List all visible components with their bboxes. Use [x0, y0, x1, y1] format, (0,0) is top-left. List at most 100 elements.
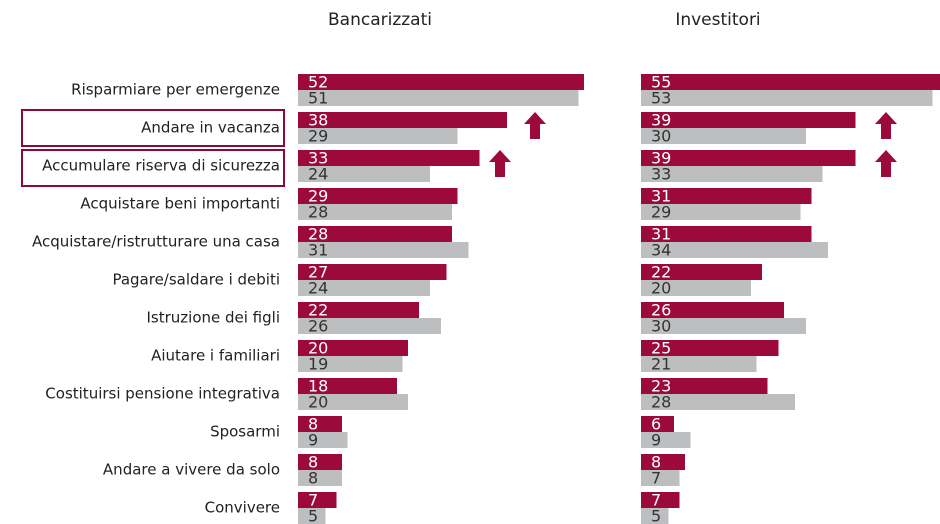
bar	[641, 74, 940, 90]
bar	[298, 188, 458, 204]
value-label: 20	[308, 393, 328, 412]
category-label: Pagare/saldare i debiti	[112, 271, 280, 289]
value-label: 34	[651, 241, 671, 260]
highlight-box	[21, 109, 285, 147]
bar	[298, 302, 419, 318]
bar	[298, 378, 397, 394]
bar	[641, 128, 806, 144]
value-label: 28	[651, 393, 671, 412]
value-label: 6	[651, 415, 661, 434]
value-label: 24	[308, 165, 328, 184]
bar	[641, 340, 779, 356]
bar	[641, 166, 823, 182]
bar	[641, 302, 784, 318]
value-label: 29	[651, 203, 671, 222]
value-label: 39	[651, 149, 671, 168]
category-label: Andare a vivere da solo	[103, 461, 280, 479]
value-label: 22	[651, 263, 671, 282]
value-label: 31	[651, 225, 671, 244]
bar	[641, 356, 757, 372]
value-label: 29	[308, 187, 328, 206]
value-label: 33	[308, 149, 328, 168]
bar	[298, 340, 408, 356]
value-label: 23	[651, 377, 671, 396]
value-label: 7	[651, 469, 661, 488]
value-label: 33	[651, 165, 671, 184]
bar	[641, 378, 768, 394]
bar	[298, 128, 458, 144]
category-label: Acquistare/ristrutturare una casa	[32, 233, 280, 251]
value-label: 19	[308, 355, 328, 374]
bar	[298, 150, 480, 166]
bar	[298, 394, 408, 410]
bar	[298, 416, 342, 432]
bar	[641, 188, 812, 204]
category-label: Costituirsi pensione integrativa	[45, 385, 280, 403]
value-label: 8	[308, 469, 318, 488]
value-label: 29	[308, 127, 328, 146]
bar	[641, 280, 751, 296]
value-label: 9	[651, 431, 661, 450]
value-label: 52	[308, 73, 328, 92]
value-label: 21	[651, 355, 671, 374]
bar	[298, 166, 430, 182]
category-label: Andare in vacanza	[141, 119, 280, 137]
bar	[641, 416, 674, 432]
bar	[641, 318, 806, 334]
bar	[641, 112, 856, 128]
bar	[298, 264, 447, 280]
value-label: 5	[651, 507, 661, 524]
category-label: Aiutare i familiari	[151, 347, 280, 365]
value-label: 7	[308, 491, 318, 510]
value-label: 24	[308, 279, 328, 298]
value-label: 9	[308, 431, 318, 450]
value-label: 53	[651, 89, 671, 108]
value-label: 39	[651, 111, 671, 130]
value-label: 28	[308, 203, 328, 222]
up-arrow	[875, 112, 897, 139]
value-label: 8	[308, 415, 318, 434]
bar	[298, 318, 441, 334]
value-label: 20	[651, 279, 671, 298]
value-label: 28	[308, 225, 328, 244]
value-label: 8	[308, 453, 318, 472]
value-label: 18	[308, 377, 328, 396]
bar	[298, 204, 452, 220]
value-label: 27	[308, 263, 328, 282]
value-label: 51	[308, 89, 328, 108]
panel-title: Bancarizzati	[328, 10, 432, 30]
bar	[641, 508, 669, 524]
bar	[641, 242, 828, 258]
bar	[641, 454, 685, 470]
value-label: 26	[308, 317, 328, 336]
bar	[641, 470, 680, 486]
value-label: 55	[651, 73, 671, 92]
bar	[298, 432, 348, 448]
bar	[641, 394, 795, 410]
category-label: Convivere	[205, 499, 280, 517]
value-label: 25	[651, 339, 671, 358]
highlight-box	[21, 149, 285, 187]
bar	[298, 226, 452, 242]
panel-title: Investitori	[675, 10, 760, 30]
value-label: 30	[651, 127, 671, 146]
bar	[641, 264, 762, 280]
category-label: Accumulare riserva di sicurezza	[42, 157, 280, 175]
value-label: 31	[308, 241, 328, 260]
up-arrow	[875, 150, 897, 177]
value-label: 30	[651, 317, 671, 336]
bar	[298, 356, 403, 372]
bar	[641, 90, 933, 106]
category-label: Sposarmi	[210, 423, 280, 441]
bar	[641, 432, 691, 448]
value-label: 8	[651, 453, 661, 472]
value-label: 26	[651, 301, 671, 320]
bar	[641, 226, 812, 242]
value-label: 31	[651, 187, 671, 206]
bar	[298, 470, 342, 486]
value-label: 20	[308, 339, 328, 358]
bar	[298, 508, 326, 524]
bar	[298, 454, 342, 470]
bar	[641, 204, 801, 220]
